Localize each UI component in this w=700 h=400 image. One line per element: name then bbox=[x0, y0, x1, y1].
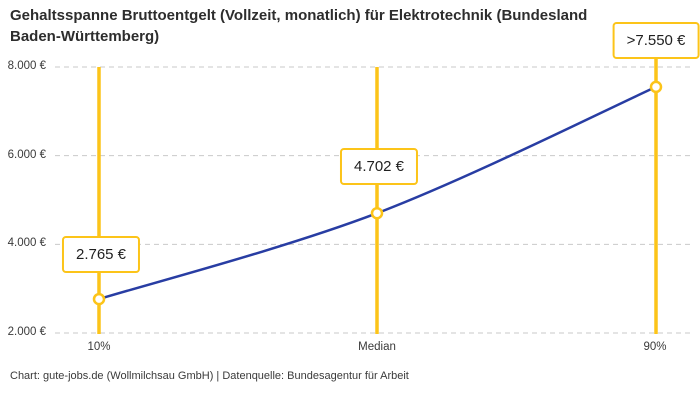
x-axis-label-90th-percentile: 90% bbox=[643, 341, 667, 353]
y-axis-tick: 2.000 € bbox=[7, 326, 46, 338]
value-label-median: 4.702 € bbox=[339, 148, 419, 185]
chart-title: Gehaltsspanne Bruttoentgelt (Vollzeit, m… bbox=[10, 7, 588, 45]
chart-source-credit: Chart: gute-jobs.de (Wollmilchsau GmbH) … bbox=[10, 370, 409, 382]
data-point-marker bbox=[92, 292, 106, 306]
data-point-marker bbox=[649, 80, 663, 94]
x-axis-label-10th-percentile: 10% bbox=[87, 341, 111, 353]
value-label-10th-percentile: 2.765 € bbox=[61, 236, 141, 273]
value-label-90th-percentile: >7.550 € bbox=[612, 22, 700, 59]
y-axis-tick: 6.000 € bbox=[7, 149, 46, 161]
x-axis-label-median: Median bbox=[358, 341, 396, 353]
y-axis-tick: 8.000 € bbox=[7, 60, 46, 72]
data-point-marker bbox=[370, 206, 384, 220]
y-axis-tick: 4.000 € bbox=[7, 237, 46, 249]
